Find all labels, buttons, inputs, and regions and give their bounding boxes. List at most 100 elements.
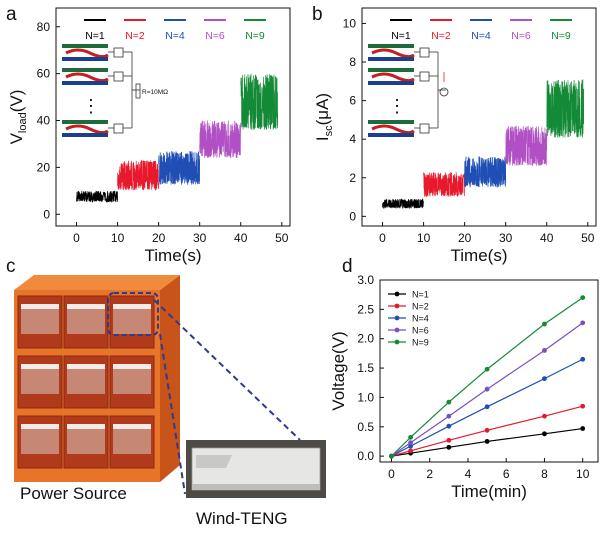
x-tick-label: 40 xyxy=(540,231,554,245)
electrode-top xyxy=(368,68,414,72)
series-line-N-2 xyxy=(391,405,583,457)
x-tick-label: 6 xyxy=(503,467,510,481)
cabinet-cells xyxy=(17,295,155,469)
rectifier xyxy=(113,47,124,58)
electrode-top xyxy=(62,68,108,72)
legend-label-N-1: N=1 xyxy=(85,30,105,42)
x-axis-label: Time(min) xyxy=(451,482,527,501)
legend-label-N-2: N=2 xyxy=(412,302,429,312)
legend-label-N-4: N=4 xyxy=(165,30,185,42)
panel-label-a: a xyxy=(6,4,17,25)
plot-frame xyxy=(55,7,291,227)
series-line-N-4 xyxy=(464,156,507,188)
teng-frame xyxy=(67,364,105,369)
legend-label-N-9: N=9 xyxy=(245,30,265,42)
y-tick-label: 4 xyxy=(349,132,356,146)
series-line-N-2 xyxy=(423,171,465,198)
panel-label-c: c xyxy=(6,256,16,277)
electrode-bottom xyxy=(62,81,108,85)
y-axis-label-unit: (μA) xyxy=(313,93,332,125)
rectifier xyxy=(419,47,430,58)
y-axis-label-sub: load xyxy=(17,112,29,133)
series-line-N-4 xyxy=(391,358,583,457)
legend-label-N-6: N=6 xyxy=(412,326,429,336)
plot-frame xyxy=(361,7,597,227)
series-line-N-9 xyxy=(391,297,584,457)
panel-label-d: d xyxy=(342,256,353,277)
highlight-outline xyxy=(107,292,159,336)
legend-marker-N-9 xyxy=(394,339,400,345)
y-tick-label: 80 xyxy=(37,20,51,34)
circuit-schematic: ⋮ xyxy=(368,44,449,137)
data-point-N-4 xyxy=(408,443,413,449)
data-point-N-2 xyxy=(446,437,452,443)
circuit-schematic: ⋮ R=10MΩ xyxy=(62,44,168,137)
x-tick-label: 10 xyxy=(417,231,431,245)
series-line-N-6 xyxy=(199,120,242,158)
legend-label-N-6: N=6 xyxy=(205,30,225,42)
x-tick-label: 50 xyxy=(581,231,595,245)
legend-marker-N-2 xyxy=(394,303,400,309)
plot-frame xyxy=(379,279,599,463)
data-point-N-1 xyxy=(542,431,547,437)
data-point-N-4 xyxy=(580,356,586,362)
cabinet-top xyxy=(14,275,180,290)
series-line-N-1 xyxy=(382,198,424,210)
film xyxy=(371,124,415,135)
teng-frame xyxy=(113,304,151,309)
legend-label-N-2: N=2 xyxy=(431,30,451,42)
series-line-N-1 xyxy=(76,190,118,203)
film xyxy=(65,124,109,135)
data-point-N-9 xyxy=(580,295,586,301)
data-point-N-1 xyxy=(580,426,586,431)
legend-label-N-4: N=4 xyxy=(471,30,491,42)
y-tick-label: 0.5 xyxy=(357,420,374,434)
rectifier xyxy=(419,71,430,82)
film xyxy=(65,48,109,59)
data-point-N-1 xyxy=(484,439,490,444)
y-axis-label-sub: sc xyxy=(323,125,335,137)
y-axis-label: Vload(V) xyxy=(7,90,29,145)
y-tick-label: 10 xyxy=(343,16,357,30)
data-point-N-4 xyxy=(484,404,490,410)
series-line-N-4 xyxy=(158,150,201,185)
data-point-N-6 xyxy=(446,413,452,419)
y-tick-label: 0 xyxy=(349,209,356,223)
wind-teng-box xyxy=(191,447,321,491)
x-axis-label: Time(s) xyxy=(145,246,202,265)
electrode-bottom xyxy=(62,133,108,137)
data-point-N-9 xyxy=(484,366,490,372)
x-tick-label: 0 xyxy=(388,467,395,481)
y-tick-label: 0 xyxy=(43,207,50,221)
wind-teng-film xyxy=(196,455,232,468)
legend-label-N-6: N=6 xyxy=(511,30,531,42)
electrode-bottom xyxy=(368,57,414,61)
teng-frame xyxy=(67,424,105,429)
ellipsis-dots: ⋮ xyxy=(82,96,100,116)
legend-label-N-1: N=1 xyxy=(391,30,411,42)
series-line-N-9 xyxy=(546,79,585,138)
resistor xyxy=(135,83,141,99)
series-line-N-1 xyxy=(391,427,583,457)
data-point-N-2 xyxy=(484,427,490,433)
rectifier xyxy=(113,71,124,82)
rectifier xyxy=(113,123,124,134)
electrode-top xyxy=(368,120,414,124)
legend-marker-N-4 xyxy=(394,315,400,321)
y-axis-label-main: V xyxy=(7,132,26,144)
wind-teng-base xyxy=(192,484,320,490)
x-tick-label: 8 xyxy=(541,467,548,481)
y-tick-label: 2 xyxy=(349,171,356,185)
film xyxy=(371,72,415,83)
data-point-N-2 xyxy=(408,448,413,454)
y-tick-label: 8 xyxy=(349,55,356,69)
ellipsis-dots: ⋮ xyxy=(388,96,406,116)
panel-c-photo: Power Source Wind-TENG xyxy=(14,275,326,528)
panel-label-b: b xyxy=(312,4,323,25)
data-point-N-9 xyxy=(446,399,452,405)
x-tick-label: 30 xyxy=(193,231,207,245)
x-tick-label: 40 xyxy=(234,231,248,245)
x-tick-label: 30 xyxy=(499,231,513,245)
x-tick-label: 4 xyxy=(465,467,472,481)
data-point-N-4 xyxy=(542,376,547,382)
